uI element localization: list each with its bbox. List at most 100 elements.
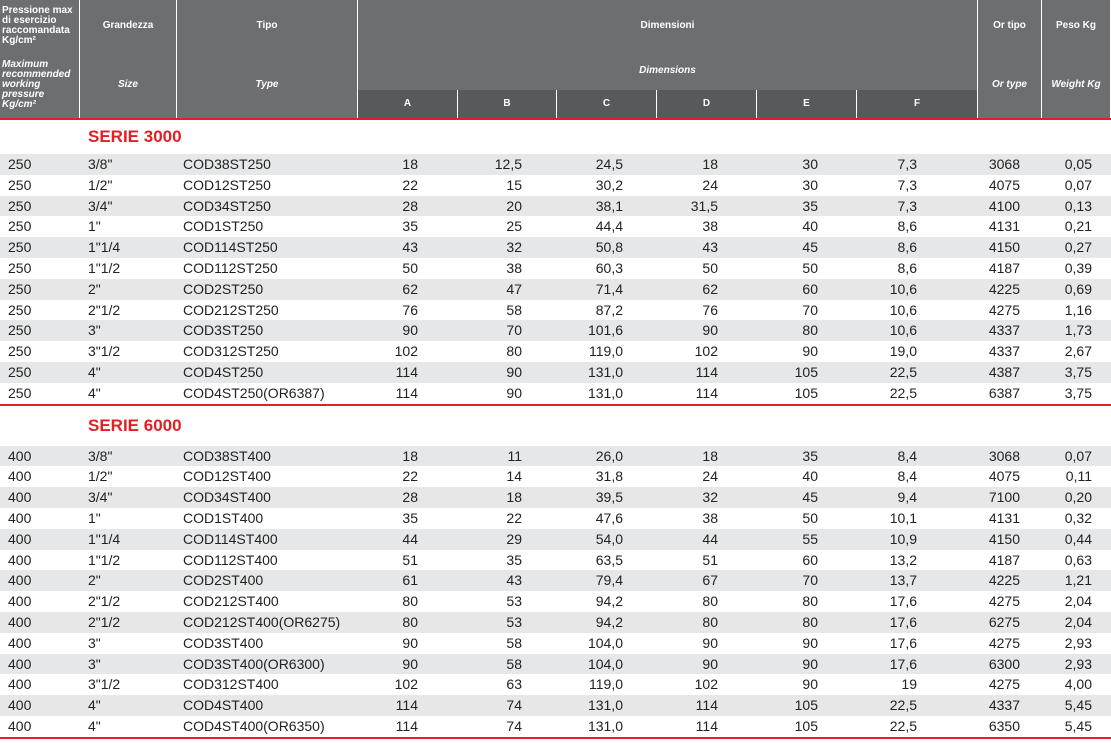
- cell: 18: [402, 447, 418, 464]
- cell: 8,6: [897, 239, 917, 256]
- divider: [0, 736, 1111, 739]
- cell: 18: [506, 489, 522, 506]
- divider: [0, 118, 1111, 120]
- cell: 4275: [988, 634, 1020, 651]
- cell: 114: [395, 364, 418, 380]
- cell: 114: [695, 697, 718, 714]
- cell: 90: [506, 384, 522, 401]
- cell: 105: [794, 384, 818, 401]
- cell: 90: [702, 634, 718, 651]
- cell: 400: [8, 489, 32, 506]
- cell: 3/4": [88, 197, 113, 214]
- cell: 3": [88, 634, 101, 651]
- cell: 17,6: [889, 614, 917, 630]
- cell: 119,0: [589, 676, 623, 693]
- cell: 400: [8, 468, 32, 485]
- cell: 79,4: [595, 572, 623, 589]
- cell: 3/4": [88, 489, 113, 506]
- cell: 4187: [988, 551, 1020, 568]
- cell: 6300: [988, 655, 1020, 672]
- cell: 5,45: [1064, 697, 1092, 714]
- row-bg: [0, 445, 1111, 467]
- cell: 58: [506, 634, 522, 651]
- cell: COD312ST250: [183, 343, 279, 360]
- cell: COD312ST400: [183, 676, 279, 693]
- header-cell-en: Or type: [978, 52, 1042, 118]
- row-bg: [0, 612, 1111, 633]
- cell: 8,4: [897, 447, 917, 464]
- cell: 32: [702, 489, 718, 506]
- section-title: SERIE 6000: [88, 415, 182, 435]
- cell: 3/8": [88, 156, 113, 172]
- cell: 53: [506, 593, 522, 610]
- cell: 50,8: [595, 239, 623, 256]
- cell: 90: [802, 343, 818, 360]
- cell: 40: [802, 218, 818, 235]
- cell: 250: [8, 176, 32, 193]
- cell: 2,04: [1064, 593, 1092, 610]
- cell: 4225: [988, 280, 1020, 297]
- cell: 28: [402, 489, 418, 506]
- cell: 30: [802, 156, 818, 172]
- cell: COD114ST250: [183, 239, 278, 256]
- row-bg: [0, 591, 1111, 612]
- cell: 119,0: [589, 343, 623, 360]
- row-bg: [0, 653, 1111, 675]
- row-bg: [0, 195, 1111, 217]
- cell: 60,3: [595, 260, 623, 276]
- cell: 90: [802, 655, 818, 672]
- cell: 10,6: [889, 301, 917, 318]
- cell: 102: [694, 676, 718, 693]
- cell: 114: [395, 718, 418, 734]
- cell: COD4ST400: [183, 697, 264, 714]
- header-cell: Pressione max di esercizio raccomandata …: [0, 0, 80, 52]
- cell: 22: [506, 510, 522, 526]
- cell: 250: [8, 218, 32, 235]
- cell: 90: [506, 364, 522, 380]
- row-bg: [0, 258, 1111, 279]
- cell: 1"1/4: [88, 239, 121, 256]
- cell: 90: [402, 322, 418, 339]
- cell: 4131: [988, 510, 1020, 526]
- cell: 51: [702, 551, 718, 568]
- cell: COD2ST250: [183, 280, 264, 297]
- cell: 1/2": [88, 468, 113, 485]
- cell: 0,69: [1064, 280, 1092, 297]
- cell: COD212ST400: [183, 593, 279, 610]
- cell: 3068: [988, 156, 1020, 172]
- cell: 4100: [988, 197, 1020, 214]
- cell: 11: [507, 447, 522, 464]
- dim-header: E: [757, 90, 857, 118]
- cell: 2,67: [1064, 343, 1092, 360]
- cell: 4,00: [1064, 676, 1092, 693]
- cell: 50: [802, 510, 818, 526]
- cell: 250: [8, 197, 32, 214]
- cell: COD4ST250(OR6387): [183, 384, 325, 401]
- cell: 250: [8, 301, 32, 318]
- cell: 0,07: [1064, 447, 1092, 464]
- cell: 400: [8, 697, 32, 714]
- cell: 4": [88, 384, 101, 401]
- cell: 114: [695, 718, 718, 734]
- cell: 400: [8, 718, 32, 734]
- cell: COD38ST400: [183, 447, 271, 464]
- cell: 400: [8, 676, 32, 693]
- cell: 131,0: [587, 364, 623, 380]
- cell: 2"1/2: [88, 614, 121, 630]
- cell: 22: [402, 176, 418, 193]
- cell: 17,6: [889, 655, 917, 672]
- cell: 131,0: [587, 384, 623, 401]
- cell: 114: [395, 384, 418, 401]
- cell: 38: [506, 260, 522, 276]
- cell: 35: [506, 551, 522, 568]
- cell: 0,05: [1064, 156, 1092, 172]
- cell: 38,1: [595, 197, 623, 214]
- cell: 0,20: [1064, 489, 1092, 506]
- cell: 0,39: [1064, 260, 1092, 276]
- cell: 22,5: [889, 384, 917, 401]
- row-bg: [0, 154, 1111, 175]
- cell: 4": [88, 718, 101, 734]
- cell: 18: [702, 156, 718, 172]
- cell: 4": [88, 697, 101, 714]
- header-cell-en: Size: [80, 52, 177, 118]
